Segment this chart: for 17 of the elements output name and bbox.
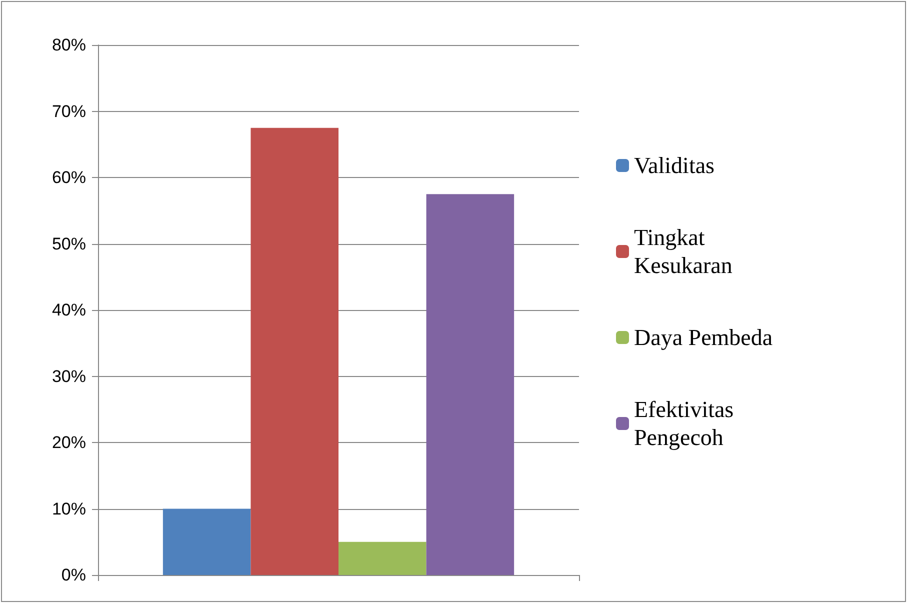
bar bbox=[162, 508, 251, 575]
y-tick-label: 70% bbox=[52, 102, 86, 121]
y-tick-label: 30% bbox=[52, 366, 86, 386]
y-tick-label: 10% bbox=[52, 499, 86, 518]
y-tick-label: 80% bbox=[52, 36, 86, 54]
legend-label: Daya Pembeda bbox=[634, 325, 773, 350]
legend-label: Efektivitas Pengecoh bbox=[634, 397, 740, 450]
y-tick-label: 60% bbox=[52, 168, 86, 187]
bar bbox=[426, 194, 514, 575]
y-tick-label: 40% bbox=[52, 300, 86, 320]
legend-label: Validitas bbox=[634, 153, 715, 178]
y-tick-label: 50% bbox=[52, 234, 86, 254]
y-tick-label: 0% bbox=[61, 566, 86, 584]
bar bbox=[338, 542, 426, 575]
y-tick-label: 20% bbox=[52, 433, 86, 452]
bar bbox=[250, 128, 338, 575]
legend-label: Tingkat Kesukaran bbox=[634, 225, 733, 278]
